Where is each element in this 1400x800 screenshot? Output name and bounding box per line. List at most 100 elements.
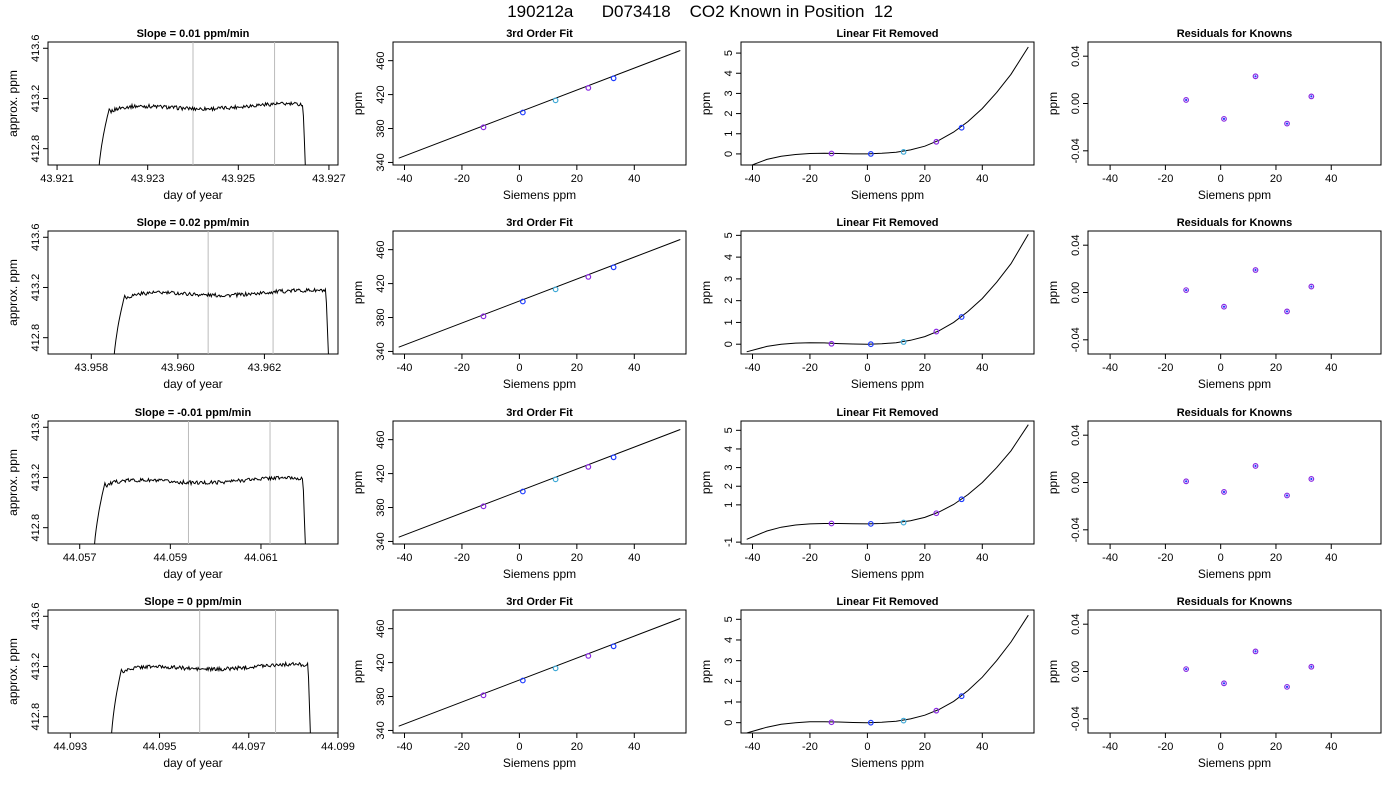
data-point [1284, 683, 1290, 690]
data-point [1183, 478, 1190, 485]
x-axis-label: Siemens ppm [1198, 756, 1271, 770]
y-axis-label: ppm [351, 281, 365, 304]
data-point-center [1222, 117, 1226, 120]
panel: Slope = 0 ppm/min 44.093 44.095 44.097 44.09… [6, 596, 355, 770]
data-point-center [1254, 650, 1257, 653]
x-tick-label: -40 [397, 741, 413, 753]
x-tick-label: 40 [976, 173, 988, 185]
data-point [867, 151, 874, 157]
x-tick-label: -40 [745, 173, 761, 185]
x-tick-label: -40 [397, 552, 413, 564]
panel: 3rd Order Fit -40 -20 0 20 40 340 380 420 460 Siem… [351, 596, 687, 770]
panel: Linear Fit Removed -40 -20 0 20 40 0 1 2 3 4 5 Sieme… [699, 596, 1035, 770]
x-tick-label: -40 [1102, 741, 1118, 753]
data-point [1221, 303, 1227, 310]
fit-curve [746, 424, 1029, 540]
data-point-center [1185, 98, 1188, 102]
data-point [958, 314, 965, 320]
y-tick-label: 2 [723, 678, 735, 684]
x-tick-label: 40 [628, 741, 640, 753]
plot-frame [1087, 609, 1382, 734]
x-tick-label: -20 [802, 173, 818, 185]
x-tick-label: -40 [1102, 173, 1118, 185]
y-tick-label: 340 [375, 153, 387, 171]
data-point [1221, 115, 1227, 122]
x-axis-label: Siemens ppm [503, 567, 576, 581]
data-point [1221, 680, 1227, 687]
y-tick-label: 1 [723, 502, 735, 508]
panel-title: Slope = 0.01 ppm/min [137, 28, 250, 40]
plot-area [750, 46, 1029, 165]
series-line [98, 100, 306, 165]
data-point-center [1254, 75, 1257, 78]
y-tick-label: -0.04 [1070, 138, 1082, 163]
y-axis-label: ppm [699, 92, 713, 115]
series-line [94, 475, 306, 544]
data-point [610, 264, 617, 271]
plot-frame [47, 420, 339, 545]
data-point [480, 124, 487, 131]
x-tick-label: 20 [571, 173, 583, 185]
panel: Slope = 0.02 ppm/min 43.958 43.960 43.962 41… [6, 217, 339, 391]
series-line [111, 660, 311, 733]
x-tick-label: -20 [802, 741, 818, 753]
plot-area [113, 231, 329, 354]
y-tick-label: 420 [375, 274, 387, 292]
data-point [958, 124, 965, 131]
panel-title: Slope = 0 ppm/min [144, 596, 242, 608]
data-point [867, 719, 874, 726]
x-tick-label: 43.921 [40, 173, 74, 185]
plot-frame [392, 420, 687, 545]
y-tick-label: 4 [723, 70, 735, 76]
data-point [585, 652, 592, 659]
x-tick-label: 44.057 [63, 552, 97, 564]
panel-title: Linear Fit Removed [836, 596, 938, 608]
y-tick-label: 4 [723, 637, 735, 643]
y-tick-label: -0.04 [1070, 517, 1082, 542]
data-point [900, 519, 907, 526]
data-point [480, 692, 487, 699]
data-point [585, 84, 592, 91]
plot-frame [392, 41, 687, 166]
y-tick-label: 2 [723, 111, 735, 117]
plot-area [1183, 463, 1315, 499]
x-tick-label: -40 [397, 173, 413, 185]
plot-area [1183, 648, 1315, 690]
data-point [519, 488, 526, 495]
panel: Linear Fit Removed -40 -20 0 20 40 0 1 2 3 4 5 Sieme… [699, 217, 1035, 391]
x-tick-label: -20 [454, 552, 470, 564]
x-tick-label: -20 [454, 741, 470, 753]
plot-area [746, 424, 1029, 540]
data-point-center [1285, 685, 1289, 688]
plot-area [398, 429, 681, 538]
y-axis-label: ppm [1046, 471, 1060, 494]
data-point [585, 273, 592, 280]
data-point-center [1254, 464, 1257, 468]
data-point [552, 665, 559, 672]
x-tick-label: -20 [454, 173, 470, 185]
x-tick-label: 0 [1218, 362, 1224, 374]
data-point-center [1310, 477, 1313, 481]
y-tick-label: 413.6 [30, 603, 42, 631]
panel: Linear Fit Removed -40 -20 0 20 40 0 1 2 3 4 5 Sieme… [699, 28, 1035, 202]
y-tick-label: 5 [723, 232, 735, 238]
x-tick-label: 43.923 [131, 173, 165, 185]
y-tick-label: 0.04 [1070, 234, 1082, 255]
x-tick-label: -20 [454, 362, 470, 374]
series-line [113, 287, 329, 354]
plot-area [1183, 267, 1315, 315]
data-point [552, 286, 559, 293]
data-point [1308, 93, 1315, 100]
panel: Slope = -0.01 ppm/min 44.057 44.059 44.061 4… [6, 407, 339, 581]
y-tick-label: -0.04 [1070, 327, 1082, 352]
x-tick-label: 40 [1325, 741, 1337, 753]
x-tick-label: -40 [1102, 362, 1118, 374]
x-tick-label: 44.059 [154, 552, 188, 564]
fit-curve [746, 234, 1029, 353]
x-tick-label: 20 [1270, 173, 1282, 185]
y-tick-label: 0.04 [1070, 45, 1082, 66]
y-tick-label: 340 [375, 342, 387, 360]
x-tick-label: 20 [919, 552, 931, 564]
x-tick-label: -40 [745, 552, 761, 564]
panel-title: 3rd Order Fit [506, 407, 573, 419]
